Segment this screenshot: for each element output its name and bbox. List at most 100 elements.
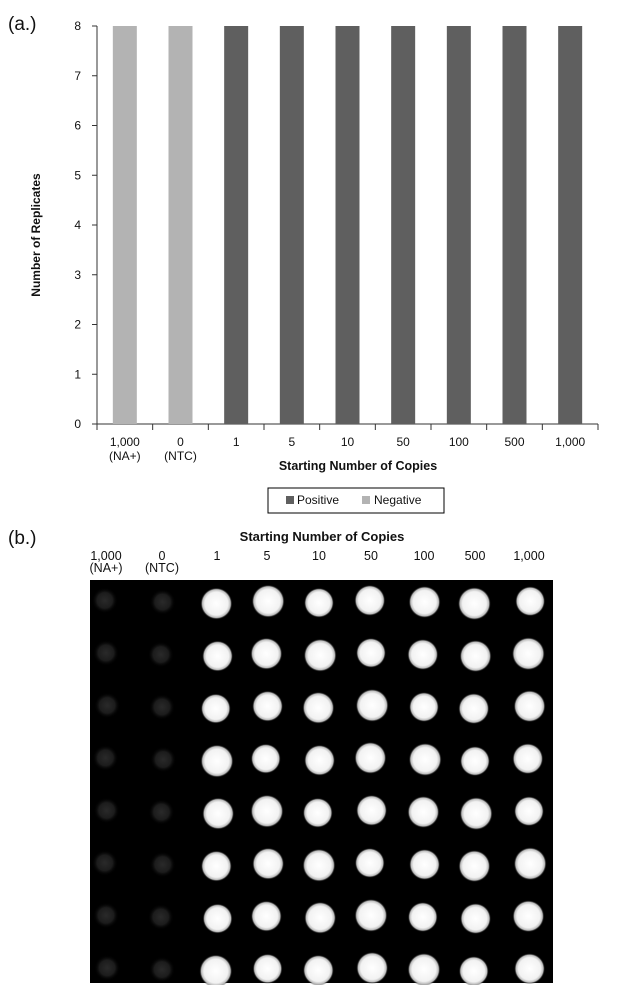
- spot-negative: [93, 902, 119, 928]
- image-column-label: 1: [214, 549, 221, 563]
- spot-positive: [302, 692, 334, 724]
- legend-label-positive: Positive: [297, 493, 339, 507]
- spot-negative: [150, 747, 176, 773]
- image-column-label: 100: [414, 549, 435, 563]
- image-column-label: 10: [312, 549, 326, 563]
- spot-positive: [407, 796, 439, 828]
- spot-positive: [250, 638, 282, 670]
- x-tick-label: 500: [504, 435, 524, 449]
- spot-positive: [514, 847, 547, 880]
- bar-positive: [503, 26, 527, 424]
- x-tick-label: (NA+): [109, 449, 141, 463]
- spot-positive: [203, 904, 233, 934]
- bar-positive: [280, 26, 304, 424]
- spot-positive: [409, 586, 441, 618]
- y-tick-label: 8: [74, 19, 81, 33]
- spot-positive: [408, 902, 438, 932]
- spot-positive: [202, 798, 234, 830]
- spot-positive: [354, 742, 386, 774]
- y-axis-label: Number of Replicates: [29, 173, 43, 297]
- spot-positive: [251, 901, 282, 932]
- spot-positive: [202, 641, 233, 672]
- spot-positive: [354, 585, 385, 616]
- spot-positive: [409, 849, 440, 880]
- bar-positive: [336, 26, 360, 424]
- spot-positive: [304, 902, 336, 934]
- spot-positive: [409, 692, 439, 722]
- spot-negative: [149, 957, 175, 983]
- image-column-label: 50: [364, 549, 378, 563]
- spot-positive: [460, 640, 492, 672]
- x-tick-label: 10: [341, 435, 355, 449]
- x-axis-label: Starting Number of Copies: [279, 459, 437, 473]
- spot-positive: [356, 689, 389, 722]
- spot-positive: [460, 746, 490, 776]
- y-tick-label: 3: [74, 268, 81, 282]
- spot-negative: [92, 745, 118, 771]
- y-tick-label: 4: [74, 218, 81, 232]
- y-tick-label: 6: [74, 119, 81, 133]
- x-tick-label: 1: [233, 435, 240, 449]
- spot-positive: [458, 850, 490, 882]
- spot-negative: [148, 904, 174, 930]
- spot-positive: [514, 953, 545, 984]
- spot-positive: [252, 691, 283, 722]
- y-tick-label: 2: [74, 318, 81, 332]
- bar-negative: [169, 26, 193, 424]
- image-column-label: (NA+): [90, 561, 123, 575]
- spot-positive: [201, 694, 231, 724]
- spot-negative: [150, 852, 176, 878]
- spot-positive: [201, 745, 234, 778]
- spot-positive: [304, 639, 337, 672]
- y-axis-ticks: 012345678: [74, 19, 97, 431]
- spot-positive: [251, 795, 284, 828]
- spot-negative: [94, 955, 120, 981]
- image-column-label: (NTC): [145, 561, 179, 575]
- spot-negative: [150, 589, 176, 615]
- spot-negative: [148, 642, 174, 668]
- spot-positive: [251, 744, 281, 774]
- spot-positive: [304, 745, 335, 776]
- spot-positive: [252, 848, 284, 880]
- bar-positive: [391, 26, 415, 424]
- x-tick-label: (NTC): [164, 449, 197, 463]
- bar-positive: [558, 26, 582, 424]
- x-tick-label: 50: [396, 435, 410, 449]
- image-column-labels: 1,000(NA+)0(NTC)1 5 10 50 100 500 1,000: [90, 549, 545, 575]
- spot-negative: [94, 692, 120, 718]
- spot-positive: [514, 796, 544, 826]
- x-tick-label: 100: [449, 435, 469, 449]
- y-tick-label: 7: [74, 69, 81, 83]
- spot-positive: [356, 952, 388, 984]
- spot-positive: [408, 953, 441, 985]
- spot-positive: [200, 588, 232, 620]
- spot-positive: [303, 955, 334, 985]
- spot-positive: [514, 690, 546, 722]
- spot-negative: [93, 640, 119, 666]
- spot-positive: [201, 851, 232, 882]
- legend-swatch-positive: [286, 496, 294, 504]
- spot-positive: [512, 900, 544, 932]
- y-tick-label: 0: [74, 417, 81, 431]
- panel-a-label: (a.): [8, 14, 37, 35]
- spot-positive: [355, 848, 385, 878]
- spot-positive: [512, 743, 543, 774]
- spot-positive: [459, 956, 489, 985]
- image-column-label: 5: [264, 549, 271, 563]
- x-tick-label: 0: [177, 435, 184, 449]
- bar-positive: [447, 26, 471, 424]
- spot-positive: [355, 899, 388, 932]
- x-axis-ticks: 1,000(NA+)0(NTC)1 5 10 50 100 500 1,000: [97, 424, 598, 463]
- spot-positive: [512, 637, 545, 670]
- spot-positive: [409, 743, 442, 776]
- y-tick-label: 5: [74, 168, 81, 182]
- bar-negative: [113, 26, 137, 424]
- spot-positive: [458, 587, 491, 620]
- x-tick-label: 1,000: [555, 435, 585, 449]
- bar-positive: [224, 26, 248, 424]
- spot-negative: [149, 694, 175, 720]
- spot-negative: [94, 797, 120, 823]
- spot-positive: [458, 693, 489, 724]
